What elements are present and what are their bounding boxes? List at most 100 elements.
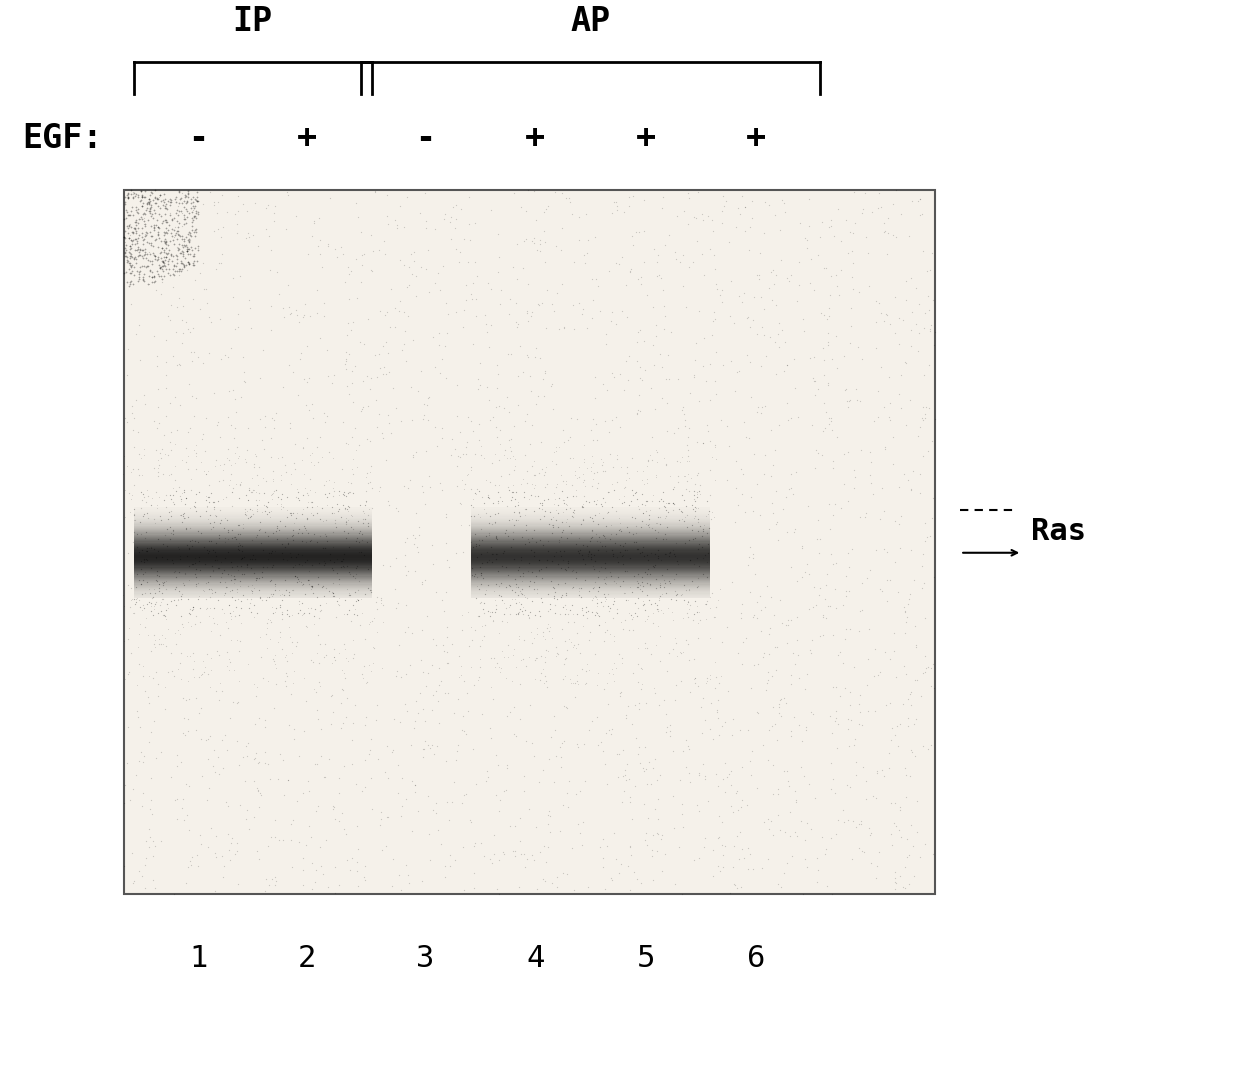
Point [821,268,841,285]
Point [249,521,269,538]
Point [478,515,498,532]
Point [292,876,312,893]
Point [368,750,388,768]
Point [218,742,238,759]
Point [167,758,187,775]
Point [488,452,508,469]
Point [233,519,253,536]
Point [156,251,176,268]
Point [817,610,836,627]
Point [456,445,476,463]
Point [358,515,378,532]
Point [154,193,173,211]
Point [638,608,658,625]
Point [634,476,654,493]
Point [142,273,162,291]
Point [204,506,224,523]
Point [479,850,499,867]
Point [520,572,540,589]
Point [654,297,674,315]
Bar [134,574,372,575]
Point [575,676,595,693]
Point [446,211,466,228]
Point [524,182,544,199]
Point [156,212,176,229]
Point [155,257,175,275]
Point [833,596,852,613]
Point [648,443,668,461]
Point [175,206,195,224]
Point [126,578,146,596]
Point [327,495,347,512]
Point [751,404,771,422]
Point [914,319,934,336]
Point [639,565,659,583]
Point [665,691,685,708]
Point [650,491,670,508]
Point [186,485,206,503]
Point [152,239,172,256]
Point [678,596,698,613]
Point [612,793,632,811]
Bar [471,568,710,569]
Point [135,188,155,205]
Bar [134,551,372,552]
Point [432,591,452,609]
Point [265,578,285,596]
Point [436,584,456,601]
Point [498,346,518,363]
Point [923,656,943,673]
Point [156,240,176,257]
Point [555,650,575,667]
Point [357,708,377,725]
Point [514,412,534,429]
Point [275,672,295,690]
Point [648,542,668,559]
Point [135,446,155,464]
Point [524,503,544,520]
Point [425,358,445,375]
Point [383,743,403,760]
Point [835,382,855,399]
Point [447,477,467,494]
Point [878,209,898,226]
Point [487,379,507,397]
Point [405,776,425,793]
Point [115,233,135,251]
Point [891,399,911,416]
Text: 2: 2 [299,944,316,973]
Point [198,666,218,683]
Point [572,305,592,322]
Point [178,245,198,263]
Point [886,873,906,891]
Point [121,644,141,662]
Point [487,881,507,898]
Point [755,326,774,344]
Point [843,254,862,271]
Point [265,655,285,672]
Point [896,614,916,631]
Point [285,556,305,573]
Point [185,344,204,361]
Point [664,478,684,495]
Point [451,495,471,512]
Point [597,775,617,792]
Point [579,543,598,560]
Point [680,551,700,569]
Point [255,497,275,515]
Point [240,595,260,612]
Point [712,214,732,231]
Point [167,422,187,439]
Point [535,668,555,685]
Point [126,230,146,248]
Point [603,547,623,564]
Point [714,187,733,204]
Point [693,205,712,223]
Point [684,208,704,225]
Point [852,717,872,734]
Point [198,731,218,748]
Point [361,227,380,244]
Point [228,561,248,578]
Bar [471,540,710,542]
Point [506,491,525,508]
